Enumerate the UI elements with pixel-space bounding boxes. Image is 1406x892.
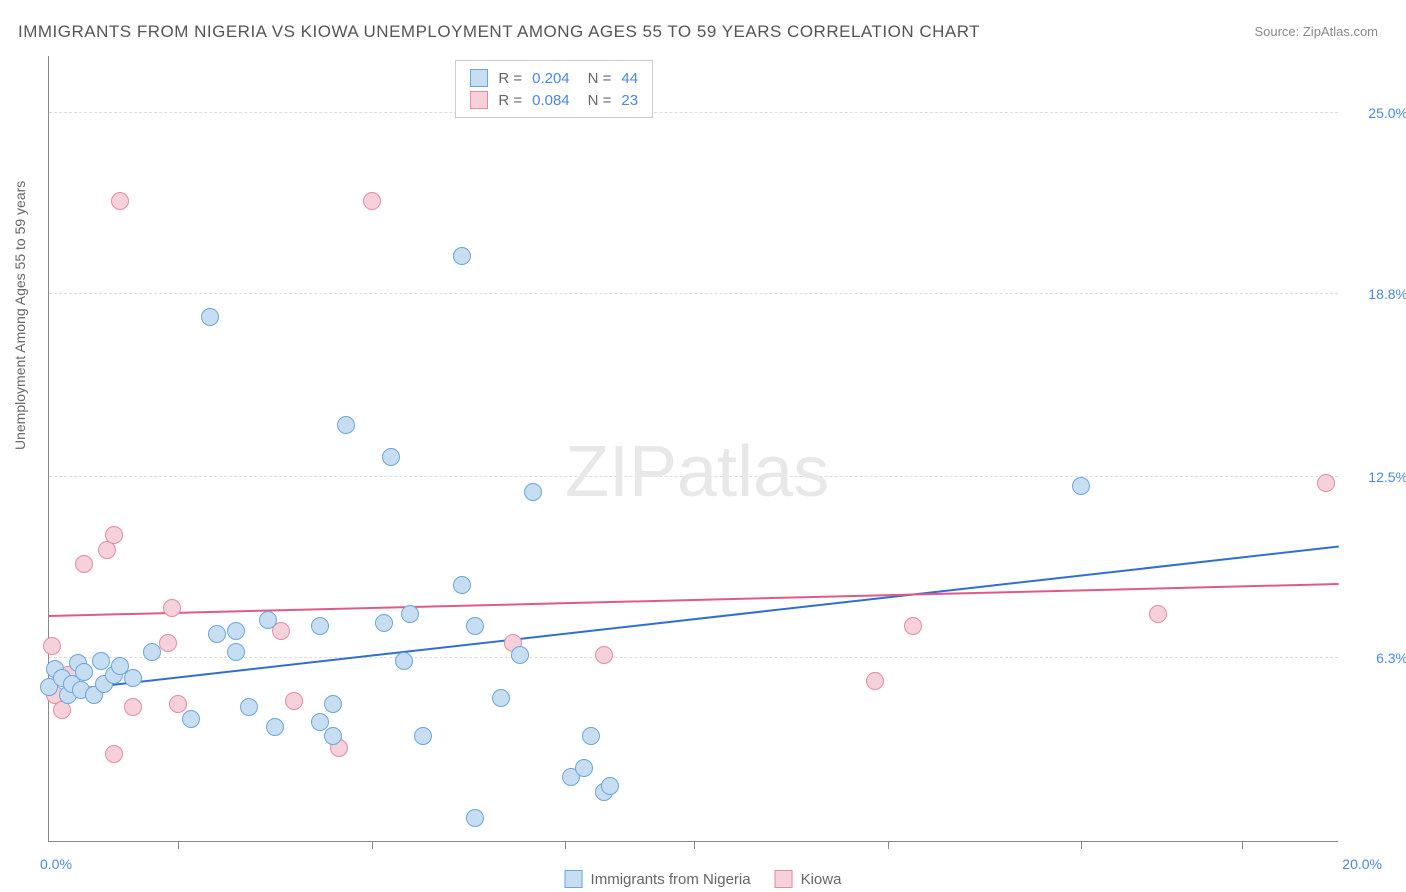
- data-point: [92, 652, 110, 670]
- data-point: [105, 745, 123, 763]
- legend-stats-row: R = 0.204 N = 44: [470, 67, 638, 89]
- x-tick: [888, 841, 889, 849]
- gridline: [49, 293, 1338, 294]
- stat-r-label: R =: [498, 92, 522, 109]
- stat-n-label: N =: [588, 70, 612, 87]
- legend-label: Kiowa: [801, 871, 842, 888]
- data-point: [492, 689, 510, 707]
- x-axis-max-label: 20.0%: [1342, 856, 1382, 872]
- stat-n-value: 23: [621, 92, 638, 109]
- data-point: [382, 448, 400, 466]
- data-point: [1317, 474, 1335, 492]
- data-point: [375, 614, 393, 632]
- watermark: ZIPatlas: [565, 431, 829, 513]
- y-axis-label: Unemployment Among Ages 55 to 59 years: [12, 181, 28, 450]
- data-point: [904, 617, 922, 635]
- data-point: [227, 643, 245, 661]
- data-point: [324, 695, 342, 713]
- data-point: [866, 672, 884, 690]
- x-tick: [1242, 841, 1243, 849]
- data-point: [1072, 477, 1090, 495]
- y-tick-label: 25.0%: [1348, 105, 1406, 121]
- stat-r-label: R =: [498, 70, 522, 87]
- source-attribution: Source: ZipAtlas.com: [1254, 24, 1378, 39]
- legend-swatch: [470, 69, 488, 87]
- data-point: [582, 727, 600, 745]
- x-tick: [565, 841, 566, 849]
- stat-r-value: 0.204: [532, 70, 570, 87]
- data-point: [124, 669, 142, 687]
- gridline: [49, 112, 1338, 113]
- legend-swatch: [565, 870, 583, 888]
- legend-swatch: [775, 870, 793, 888]
- data-point: [311, 713, 329, 731]
- data-point: [285, 692, 303, 710]
- x-axis-min-label: 0.0%: [40, 856, 72, 872]
- data-point: [201, 308, 219, 326]
- data-point: [575, 759, 593, 777]
- legend-swatch: [470, 91, 488, 109]
- data-point: [208, 625, 226, 643]
- data-point: [453, 247, 471, 265]
- legend-item: Immigrants from Nigeria: [565, 870, 751, 888]
- legend-item: Kiowa: [775, 870, 842, 888]
- data-point: [401, 605, 419, 623]
- data-point: [511, 646, 529, 664]
- plot-area: 6.3%12.5%18.8%25.0%ZIPatlasR = 0.204N = …: [48, 56, 1338, 842]
- data-point: [159, 634, 177, 652]
- legend-label: Immigrants from Nigeria: [591, 871, 751, 888]
- data-point: [311, 617, 329, 635]
- x-tick: [694, 841, 695, 849]
- x-tick: [1081, 841, 1082, 849]
- data-point: [524, 483, 542, 501]
- y-tick-label: 18.8%: [1348, 286, 1406, 302]
- legend-stats: R = 0.204 N = 44 R = 0.084 N = 23: [455, 60, 653, 118]
- data-point: [163, 599, 181, 617]
- trend-line: [49, 583, 1339, 617]
- data-point: [259, 611, 277, 629]
- data-point: [466, 809, 484, 827]
- data-point: [169, 695, 187, 713]
- data-point: [414, 727, 432, 745]
- data-point: [227, 622, 245, 640]
- data-point: [75, 663, 93, 681]
- x-tick: [178, 841, 179, 849]
- legend-stats-row: R = 0.084 N = 23: [470, 89, 638, 111]
- data-point: [395, 652, 413, 670]
- trend-line: [49, 545, 1339, 693]
- data-point: [240, 698, 258, 716]
- gridline: [49, 476, 1338, 477]
- data-point: [337, 416, 355, 434]
- data-point: [453, 576, 471, 594]
- chart-title: IMMIGRANTS FROM NIGERIA VS KIOWA UNEMPLO…: [18, 22, 980, 42]
- data-point: [143, 643, 161, 661]
- stat-r-value: 0.084: [532, 92, 570, 109]
- y-tick-label: 6.3%: [1348, 650, 1406, 666]
- data-point: [363, 192, 381, 210]
- legend-bottom: Immigrants from Nigeria Kiowa: [565, 870, 842, 888]
- data-point: [601, 777, 619, 795]
- data-point: [1149, 605, 1167, 623]
- x-tick: [372, 841, 373, 849]
- data-point: [182, 710, 200, 728]
- stat-n-label: N =: [588, 92, 612, 109]
- data-point: [124, 698, 142, 716]
- y-tick-label: 12.5%: [1348, 469, 1406, 485]
- data-point: [324, 727, 342, 745]
- data-point: [43, 637, 61, 655]
- data-point: [75, 555, 93, 573]
- data-point: [466, 617, 484, 635]
- data-point: [266, 718, 284, 736]
- stat-n-value: 44: [621, 70, 638, 87]
- data-point: [111, 192, 129, 210]
- data-point: [595, 646, 613, 664]
- data-point: [105, 526, 123, 544]
